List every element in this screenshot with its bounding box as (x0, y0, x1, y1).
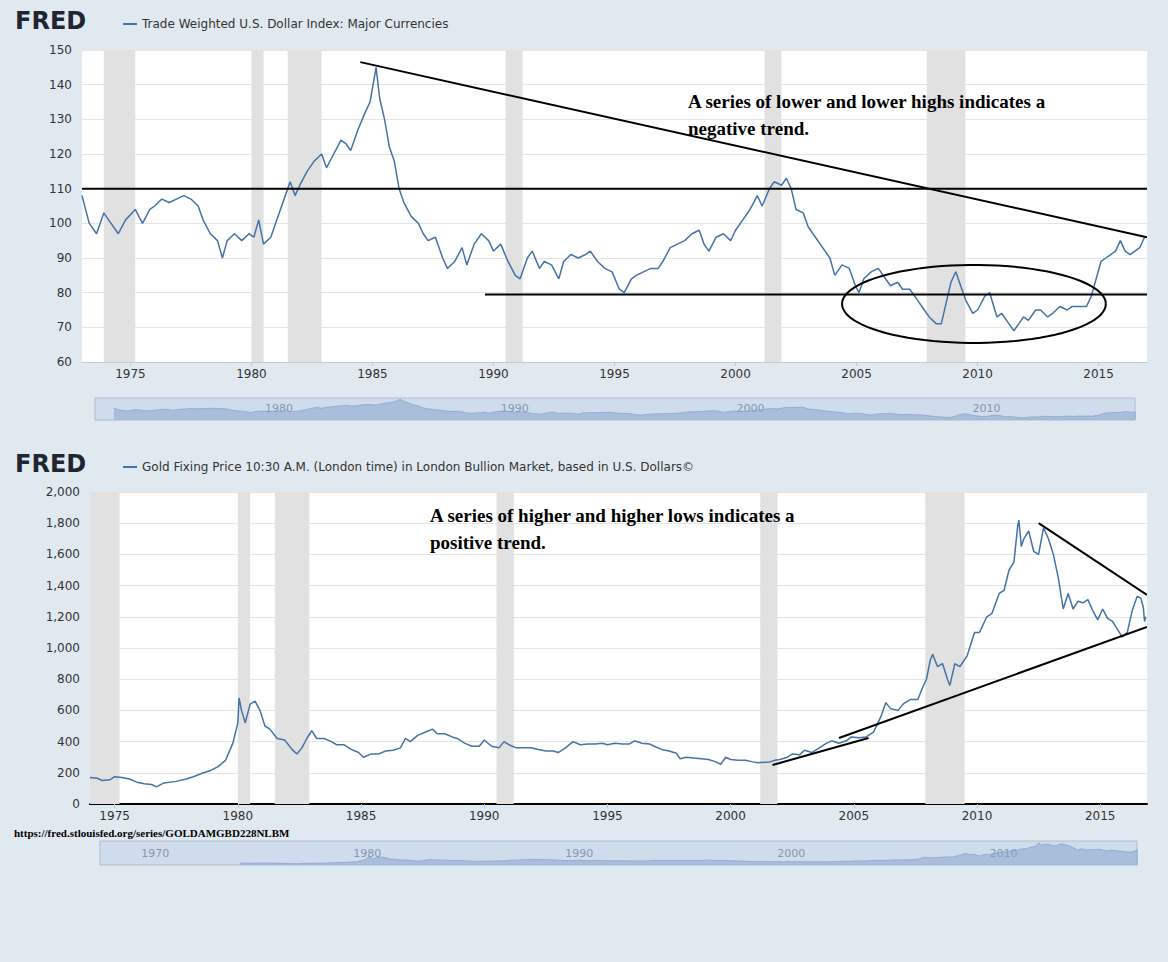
svg-text:2015: 2015 (1083, 367, 1114, 381)
svg-text:1995: 1995 (599, 367, 630, 381)
svg-text:1,400: 1,400 (46, 579, 80, 593)
svg-text:1980: 1980 (353, 847, 382, 860)
svg-text:1975: 1975 (99, 809, 130, 823)
svg-text:2010: 2010 (972, 402, 1000, 415)
svg-text:1970: 1970 (141, 847, 169, 860)
svg-text:150: 150 (49, 43, 72, 57)
svg-text:600: 600 (57, 703, 80, 717)
svg-text:1990: 1990 (478, 367, 509, 381)
svg-text:1980: 1980 (223, 809, 254, 823)
svg-text:Gold Fixing Price 10:30 A.M. (: Gold Fixing Price 10:30 A.M. (London tim… (142, 460, 694, 474)
svg-text:1980: 1980 (236, 367, 267, 381)
svg-text:1985: 1985 (357, 367, 388, 381)
svg-text:1990: 1990 (565, 847, 593, 860)
svg-text:1985: 1985 (346, 809, 377, 823)
svg-text:2000: 2000 (736, 402, 765, 415)
svg-text:FRED: FRED (15, 450, 86, 478)
svg-text:800: 800 (57, 672, 80, 686)
svg-text:1,600: 1,600 (46, 547, 80, 561)
svg-text:130: 130 (49, 112, 72, 126)
svg-text:110: 110 (49, 182, 72, 196)
svg-text:A series of higher and higher: A series of higher and higher lows indic… (430, 505, 795, 526)
svg-text:2005: 2005 (841, 367, 872, 381)
svg-text:2,000: 2,000 (46, 485, 80, 499)
svg-text:negative trend.: negative trend. (688, 118, 809, 139)
svg-text:1990: 1990 (469, 809, 500, 823)
svg-text:90: 90 (57, 251, 72, 265)
svg-text:60: 60 (57, 355, 72, 369)
svg-text:2000: 2000 (720, 367, 751, 381)
svg-text:2000: 2000 (715, 809, 746, 823)
svg-text:2010: 2010 (962, 809, 993, 823)
svg-text:https://fred.stlouisfed.org/se: https://fred.stlouisfed.org/series/GOLDA… (14, 827, 290, 839)
svg-text:70: 70 (57, 320, 72, 334)
svg-text:1,200: 1,200 (46, 610, 80, 624)
svg-text:100: 100 (49, 216, 72, 230)
svg-text:1995: 1995 (592, 809, 623, 823)
svg-text:200: 200 (57, 766, 80, 780)
svg-text:1,800: 1,800 (46, 516, 80, 530)
svg-text:120: 120 (49, 147, 72, 161)
svg-text:1975: 1975 (115, 367, 146, 381)
svg-text:2000: 2000 (777, 847, 805, 860)
svg-text:2010: 2010 (962, 367, 993, 381)
svg-text:1990: 1990 (500, 402, 529, 415)
svg-text:2015: 2015 (1085, 809, 1116, 823)
svg-text:A series of lower and lower hi: A series of lower and lower highs indica… (688, 91, 1046, 112)
svg-text:2005: 2005 (839, 809, 870, 823)
svg-text:1,000: 1,000 (46, 641, 80, 655)
svg-text:400: 400 (57, 735, 80, 749)
svg-text:80: 80 (57, 286, 72, 300)
svg-text:positive trend.: positive trend. (430, 532, 546, 553)
svg-text:1980: 1980 (264, 402, 293, 415)
svg-text:Trade Weighted U.S. Dollar Ind: Trade Weighted U.S. Dollar Index: Major … (141, 17, 448, 31)
svg-text:140: 140 (49, 78, 72, 92)
svg-text:FRED: FRED (15, 7, 86, 35)
svg-text:0: 0 (72, 797, 80, 811)
